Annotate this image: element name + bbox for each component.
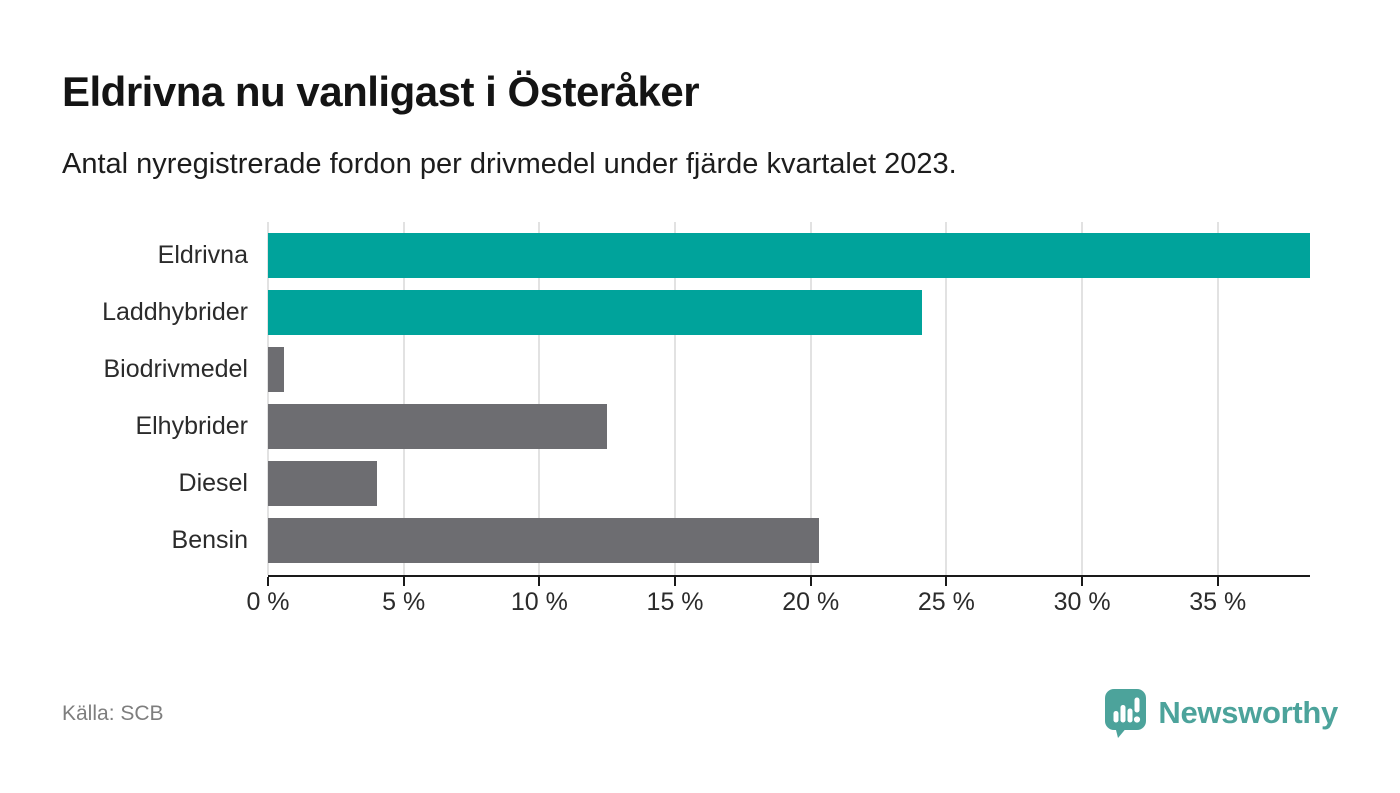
x-axis-tick: [945, 577, 948, 586]
bar: [268, 347, 285, 392]
category-label: Diesel: [178, 469, 248, 497]
bar: [268, 461, 377, 506]
category-label: Elhybrider: [135, 412, 248, 440]
chart-title: Eldrivna nu vanligast i Österåker: [62, 68, 700, 115]
plot-area: Eldrivna Laddhybrider Biodrivmedel Elhybrid…: [102, 222, 1310, 616]
gridline: [1216, 222, 1219, 575]
bar: [268, 233, 1310, 278]
newsworthy-logo-icon: [1105, 689, 1147, 738]
x-axis-tick: [1216, 577, 1219, 586]
x-axis-tick-label: 20 %: [782, 588, 840, 616]
bar: [268, 518, 819, 563]
x-axis-tick: [538, 577, 541, 586]
newsworthy-logo-text: Newsworthy: [1158, 695, 1338, 730]
x-axis-tick: [809, 577, 812, 586]
x-axis-tick-label: 35 %: [1189, 588, 1247, 616]
x-axis-tick-label: 5 %: [382, 588, 426, 616]
x-axis-tick: [674, 577, 677, 586]
x-axis-tick-label: 25 %: [917, 588, 975, 616]
category-label: Eldrivna: [157, 241, 248, 269]
gridline: [674, 222, 677, 575]
gridline: [1081, 222, 1084, 575]
gridline: [267, 222, 269, 575]
category-label: Bensin: [171, 526, 248, 554]
category-label: Laddhybrider: [102, 298, 248, 326]
x-axis-tick-label: 15 %: [646, 588, 704, 616]
x-axis-tick-label: 30 %: [1053, 588, 1111, 616]
gridline: [945, 222, 948, 575]
x-axis-tick-label: 0 %: [246, 588, 290, 616]
x-axis-tick: [402, 577, 405, 586]
bar: [268, 290, 922, 335]
gridline: [538, 222, 541, 575]
bar-row: Biodrivmedel: [103, 347, 1310, 392]
bar-row: Elhybrider: [135, 404, 1310, 449]
x-axis-tick: [1081, 577, 1084, 586]
x-axis-line: [268, 575, 1310, 577]
bar-row: Bensin: [172, 518, 1310, 563]
newsworthy-logo: Newsworthy: [1104, 688, 1338, 738]
bar-row: Diesel: [179, 461, 1310, 506]
chart-subtitle: Antal nyregistrerade fordon per drivmede…: [62, 148, 957, 180]
category-label: Biodrivmedel: [103, 355, 248, 383]
x-axis-tick-label: 10 %: [510, 588, 568, 616]
x-axis-tick: [267, 577, 269, 586]
bar-row: Eldrivna: [158, 233, 1310, 278]
gridline: [809, 222, 812, 575]
bar: [268, 404, 608, 449]
source-note: Källa: SCB: [62, 702, 164, 725]
gridline: [402, 222, 405, 575]
bar-row: Laddhybrider: [102, 290, 1310, 335]
